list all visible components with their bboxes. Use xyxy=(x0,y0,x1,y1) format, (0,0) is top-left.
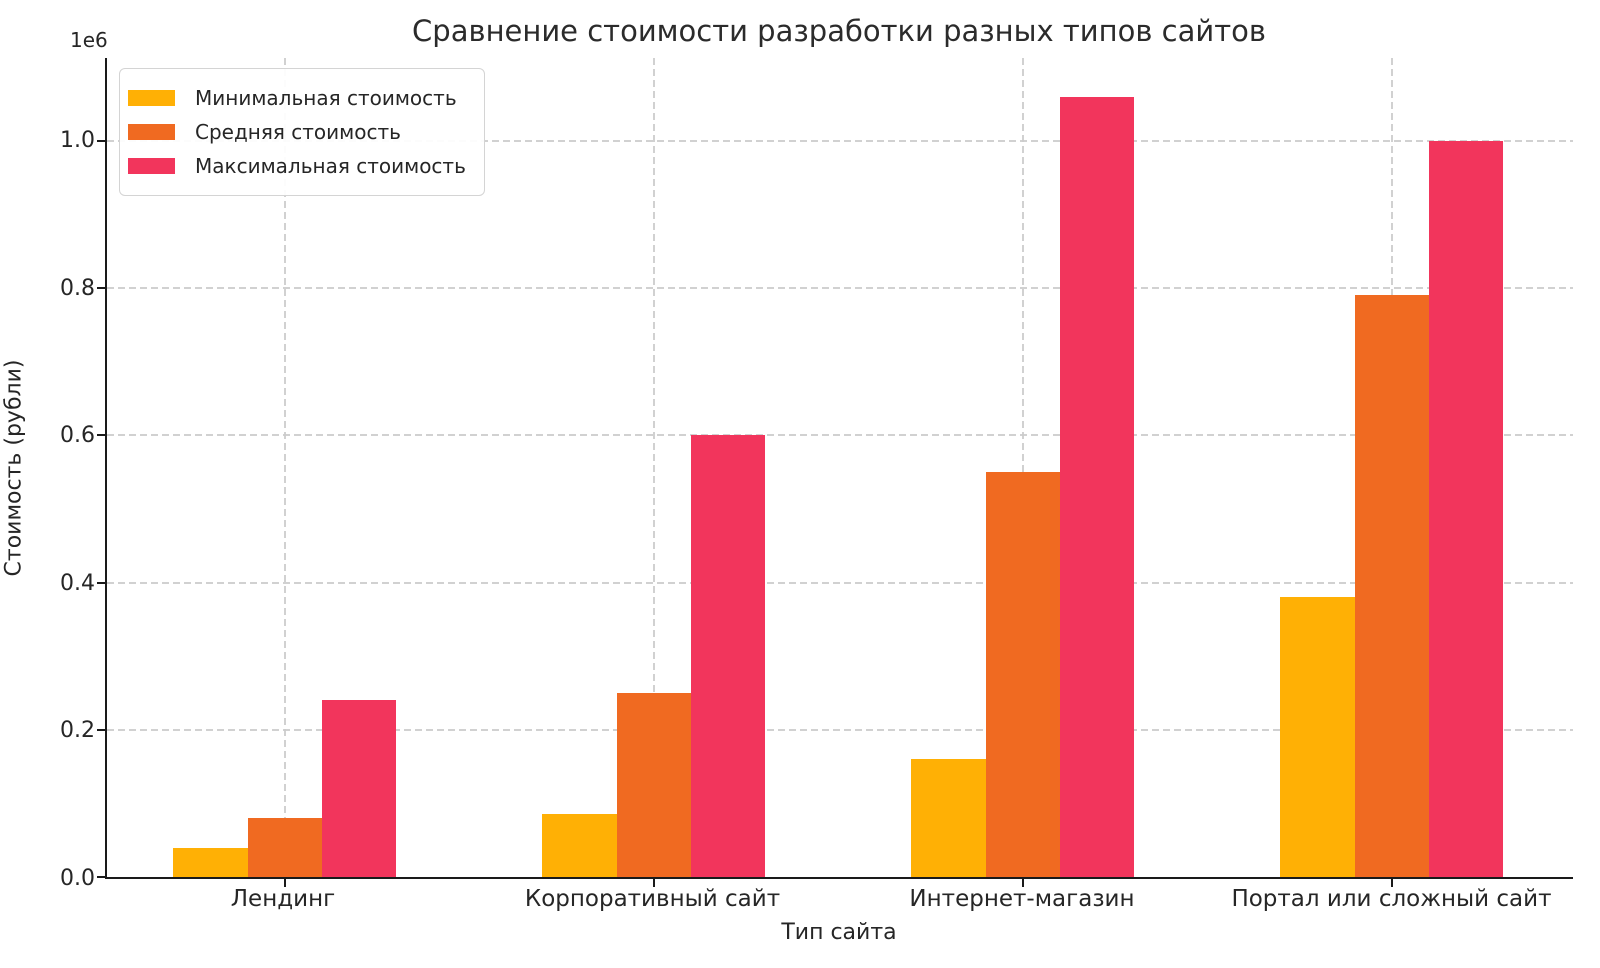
legend-entry: Минимальная стоимость xyxy=(128,81,466,115)
y-tick-label: 0.0 xyxy=(60,866,95,891)
y-tick-mark xyxy=(97,434,106,437)
x-tick-mark xyxy=(1021,878,1024,887)
y-tick-mark xyxy=(97,876,106,878)
legend-label: Максимальная стоимость xyxy=(195,154,466,178)
y-tick-mark xyxy=(97,728,106,731)
bar-avg-1 xyxy=(616,692,691,877)
bar-max-1 xyxy=(690,435,765,877)
x-tick-label-2: Интернет-магазин xyxy=(909,886,1135,912)
x-tick-mark xyxy=(283,878,286,887)
x-tick-label-3: Портал или сложный сайт xyxy=(1231,886,1552,912)
bar-avg-0 xyxy=(247,818,322,877)
y-tick-label: 0.2 xyxy=(60,718,95,744)
horizontal-gridline xyxy=(107,434,1573,437)
x-tick-mark xyxy=(652,878,655,887)
y-tick-label: 0.4 xyxy=(60,570,95,596)
bar-min-3 xyxy=(1280,597,1355,877)
legend-swatch-icon xyxy=(128,90,175,106)
bar-max-2 xyxy=(1059,96,1134,877)
vertical-gridline xyxy=(1021,58,1024,877)
y-tick-mark xyxy=(97,581,106,584)
bar-min-0 xyxy=(173,847,248,877)
bar-avg-2 xyxy=(985,472,1060,877)
y-axis-offset-label: 1e6 xyxy=(70,28,108,52)
bar-max-3 xyxy=(1428,140,1503,877)
horizontal-gridline xyxy=(107,287,1573,290)
bar-avg-3 xyxy=(1354,295,1429,877)
legend-entry: Максимальная стоимость xyxy=(128,149,466,183)
horizontal-gridline xyxy=(107,728,1573,731)
y-tick-labels: 0.0 0.2 0.4 0.6 0.8 1.0 xyxy=(0,58,95,891)
x-axis-label: Тип сайта xyxy=(781,920,897,945)
x-tick-label-1: Корпоративный сайт xyxy=(524,886,781,912)
legend-swatch-icon xyxy=(128,124,175,140)
y-tick-mark xyxy=(97,287,106,290)
y-tick-label: 0.8 xyxy=(60,275,95,301)
y-tick-label: 1.0 xyxy=(60,128,95,154)
y-tick-mark xyxy=(97,139,106,142)
x-tick-mark xyxy=(1390,878,1393,887)
x-tick-labels: Лендинг Корпоративный сайт Интернет-магази… xyxy=(105,886,1573,916)
plot-area: Минимальная стоимость Средняя стоимость Ма… xyxy=(97,58,1573,887)
bar-min-2 xyxy=(911,759,986,877)
vertical-gridline xyxy=(652,58,655,877)
y-tick-label: 0.6 xyxy=(60,423,95,449)
bar-min-1 xyxy=(542,814,617,877)
bar-max-0 xyxy=(321,700,396,877)
legend-label: Средняя стоимость xyxy=(195,120,401,144)
legend-label: Минимальная стоимость xyxy=(195,86,457,110)
vertical-gridline xyxy=(283,58,286,877)
legend-swatch-icon xyxy=(128,158,175,174)
horizontal-gridline xyxy=(107,139,1573,142)
legend-entry: Средняя стоимость xyxy=(128,115,466,149)
chart-title: Сравнение стоимости разработки разных ти… xyxy=(412,14,1266,48)
legend: Минимальная стоимость Средняя стоимость Ма… xyxy=(119,68,485,196)
horizontal-gridline xyxy=(107,581,1573,584)
x-tick-label-0: Лендинг xyxy=(230,886,336,912)
